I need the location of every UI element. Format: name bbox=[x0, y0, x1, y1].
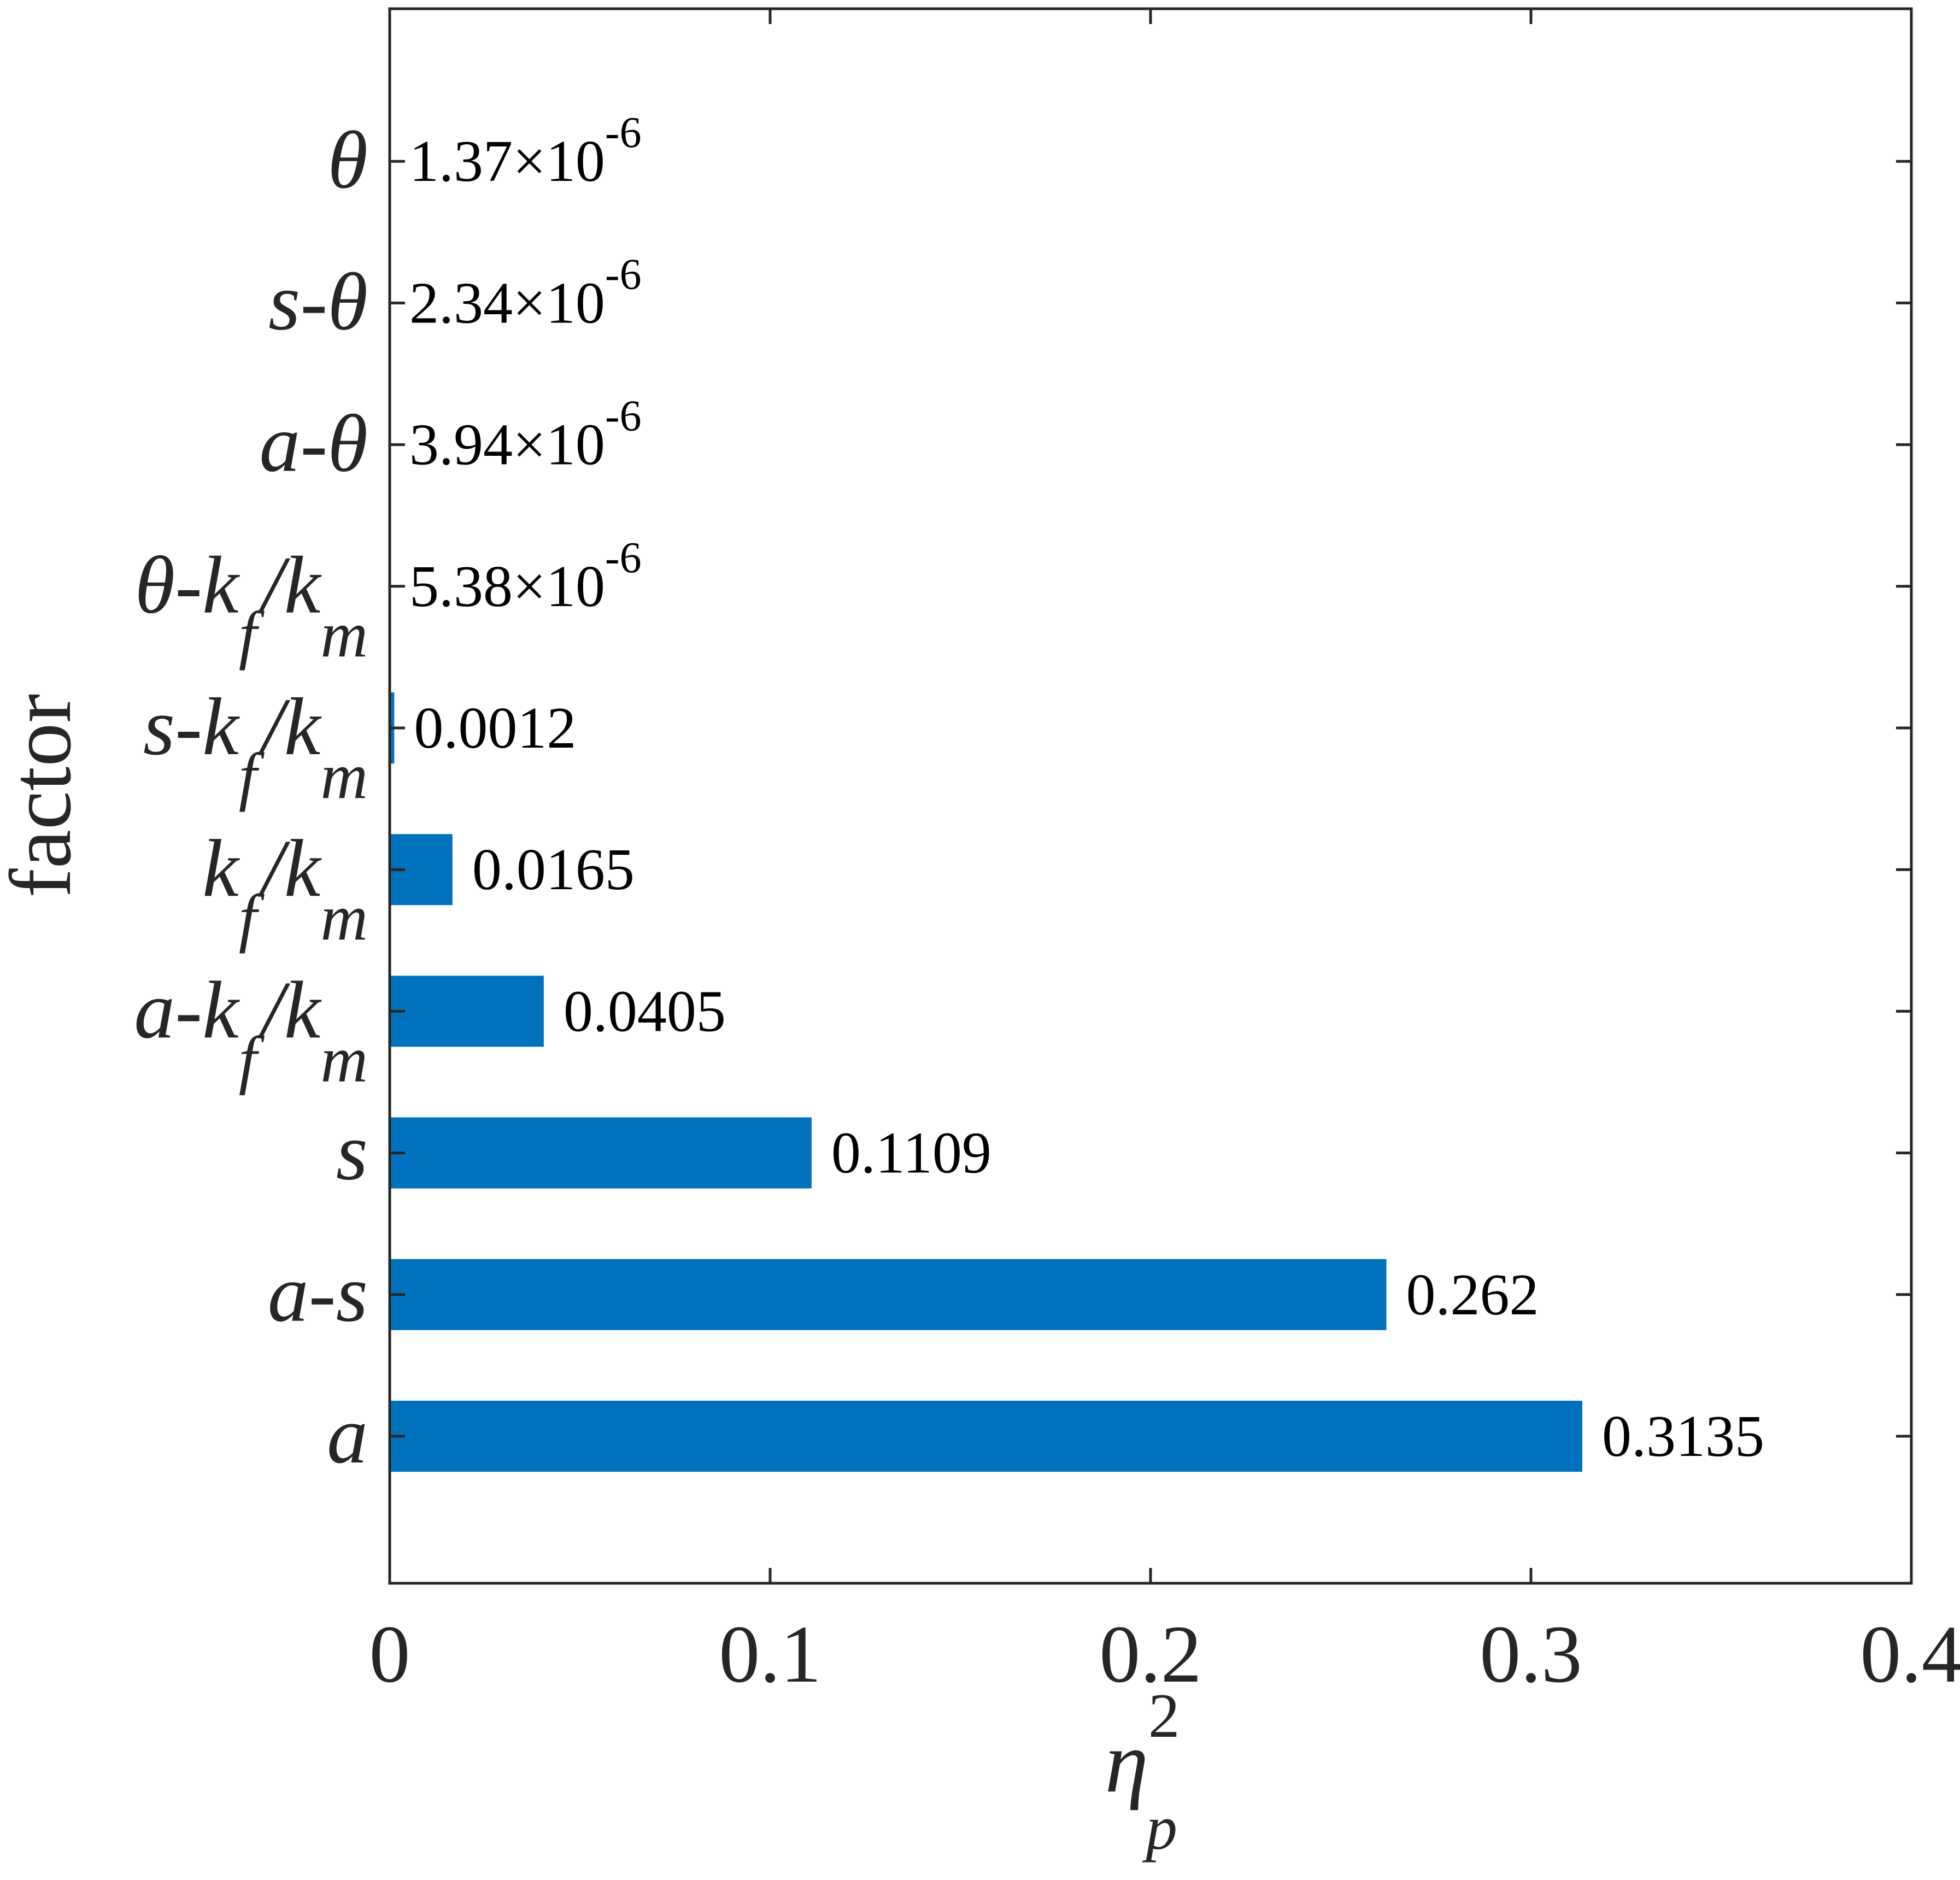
x-tick-label: 0.3 bbox=[1480, 1609, 1582, 1700]
y-tick-label: kf/km bbox=[202, 823, 368, 954]
x-tick-label: 0.2 bbox=[1099, 1609, 1202, 1700]
x-axis-title: η2 p bbox=[1105, 1681, 1180, 1863]
y-tick-label: θ-kf/km bbox=[135, 540, 368, 671]
y-tick-label: θ bbox=[327, 115, 368, 205]
x-tick-label: 0 bbox=[369, 1609, 410, 1700]
data-label: 0.0012 bbox=[414, 696, 576, 761]
data-label: 0.3135 bbox=[1602, 1404, 1764, 1469]
data-label: 0.0165 bbox=[472, 837, 635, 902]
data-label: 0.262 bbox=[1406, 1262, 1539, 1327]
bar bbox=[390, 1259, 1387, 1330]
data-label: 5.38×10-6 bbox=[409, 534, 642, 619]
data-label: 2.34×10-6 bbox=[409, 250, 642, 336]
data-label: 3.94×10-6 bbox=[409, 392, 642, 478]
plot-box bbox=[388, 7, 1913, 1585]
y-axis-title: factor bbox=[0, 694, 89, 897]
labels-group: 0 0.1 0.2 0.3 0.4 a a-s s a-kf/kmkf/kms-kf/kmθ-k… bbox=[0, 109, 1960, 1863]
y-tick-label: s-θ bbox=[268, 256, 368, 347]
y-tick-label: a-θ bbox=[259, 398, 368, 489]
y-tick-label: a-kf/km bbox=[134, 965, 368, 1095]
x-tick-label: 0.4 bbox=[1860, 1609, 1960, 1700]
bar bbox=[390, 1117, 812, 1189]
y-tick-label: a bbox=[327, 1390, 368, 1480]
y-tick-label: s-kf/km bbox=[143, 682, 368, 812]
y-tick-label: a-s bbox=[268, 1248, 368, 1339]
bar bbox=[390, 976, 544, 1047]
data-label: 0.0405 bbox=[564, 979, 726, 1044]
data-label: 1.37×10-6 bbox=[409, 109, 642, 194]
x-tick-label: 0.1 bbox=[719, 1609, 821, 1700]
y-tick-label: s bbox=[336, 1107, 368, 1197]
bar bbox=[390, 1401, 1582, 1472]
data-label: 0.1109 bbox=[831, 1121, 991, 1186]
axes-group bbox=[388, 7, 1913, 1585]
